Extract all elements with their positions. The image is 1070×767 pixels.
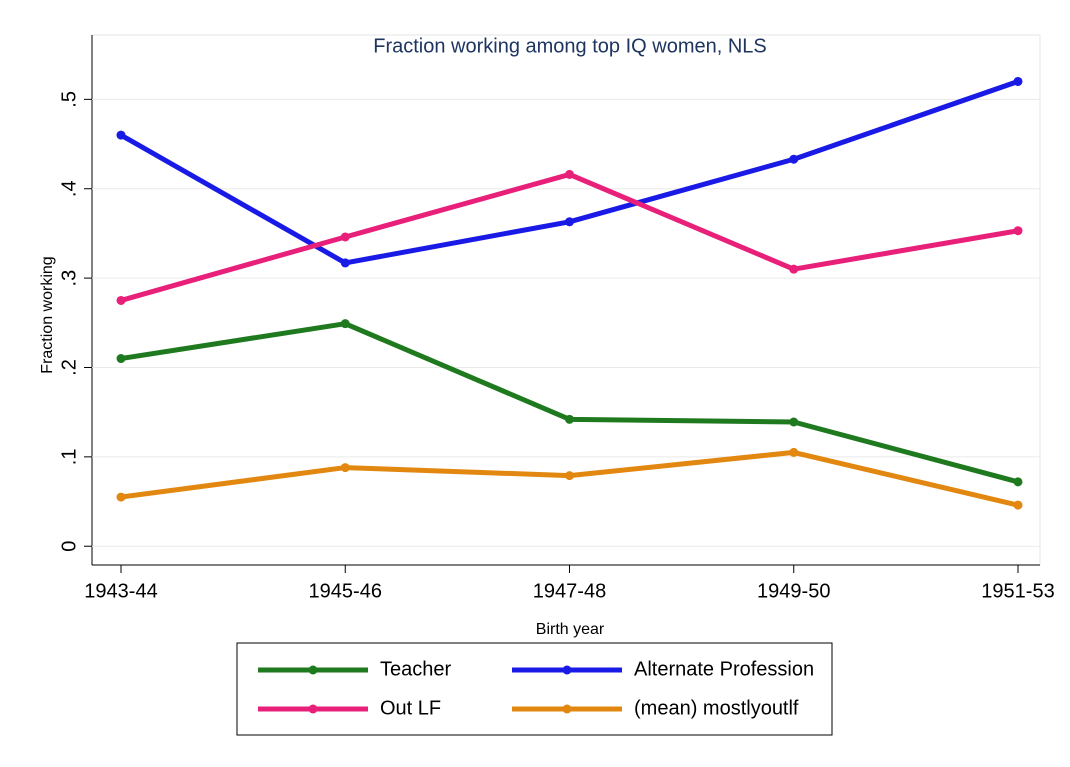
chart-title: Fraction working among top IQ women, NLS	[373, 35, 767, 57]
point	[116, 492, 126, 502]
legend-label: Alternate Profession	[634, 658, 814, 680]
legend-marker	[562, 704, 572, 714]
x-tick-label: 1945-46	[309, 580, 382, 602]
point	[565, 217, 574, 227]
point	[789, 154, 799, 164]
point	[116, 130, 126, 140]
legend-label: Out LF	[380, 697, 441, 719]
point	[340, 463, 350, 473]
plot-area	[91, 34, 1041, 566]
legend-marker	[308, 665, 318, 675]
point	[340, 258, 350, 268]
legend-label: Teacher	[380, 658, 451, 680]
legend-marker	[562, 665, 572, 675]
y-tick-label: .3	[58, 270, 80, 287]
point	[789, 264, 799, 274]
point	[565, 471, 574, 481]
point	[116, 354, 126, 364]
y-tick-label: .5	[58, 91, 80, 108]
point	[565, 414, 574, 424]
point	[1013, 500, 1023, 510]
y-tick-label: .2	[58, 359, 80, 376]
point	[1013, 477, 1023, 487]
x-axis-label: Birth year	[536, 621, 605, 638]
point	[116, 295, 126, 305]
legend-marker	[308, 704, 318, 714]
legend	[236, 642, 833, 736]
y-axis-label: Fraction working	[39, 256, 56, 373]
x-tick-label: 1951-53	[981, 580, 1054, 602]
point	[789, 417, 799, 427]
point	[1013, 226, 1023, 236]
x-tick-label: 1947-48	[533, 580, 606, 602]
y-tick-label: .1	[58, 449, 80, 466]
legend-label: (mean) mostlyoutlf	[634, 697, 799, 719]
point	[1013, 76, 1023, 86]
x-tick-label: 1943-44	[84, 580, 157, 602]
point	[789, 447, 799, 457]
x-tick-label: 1949-50	[757, 580, 830, 602]
point	[340, 319, 350, 329]
y-tick-label: 0	[58, 541, 80, 552]
point	[565, 169, 574, 179]
point	[340, 232, 350, 242]
y-tick-label: .4	[58, 180, 80, 197]
